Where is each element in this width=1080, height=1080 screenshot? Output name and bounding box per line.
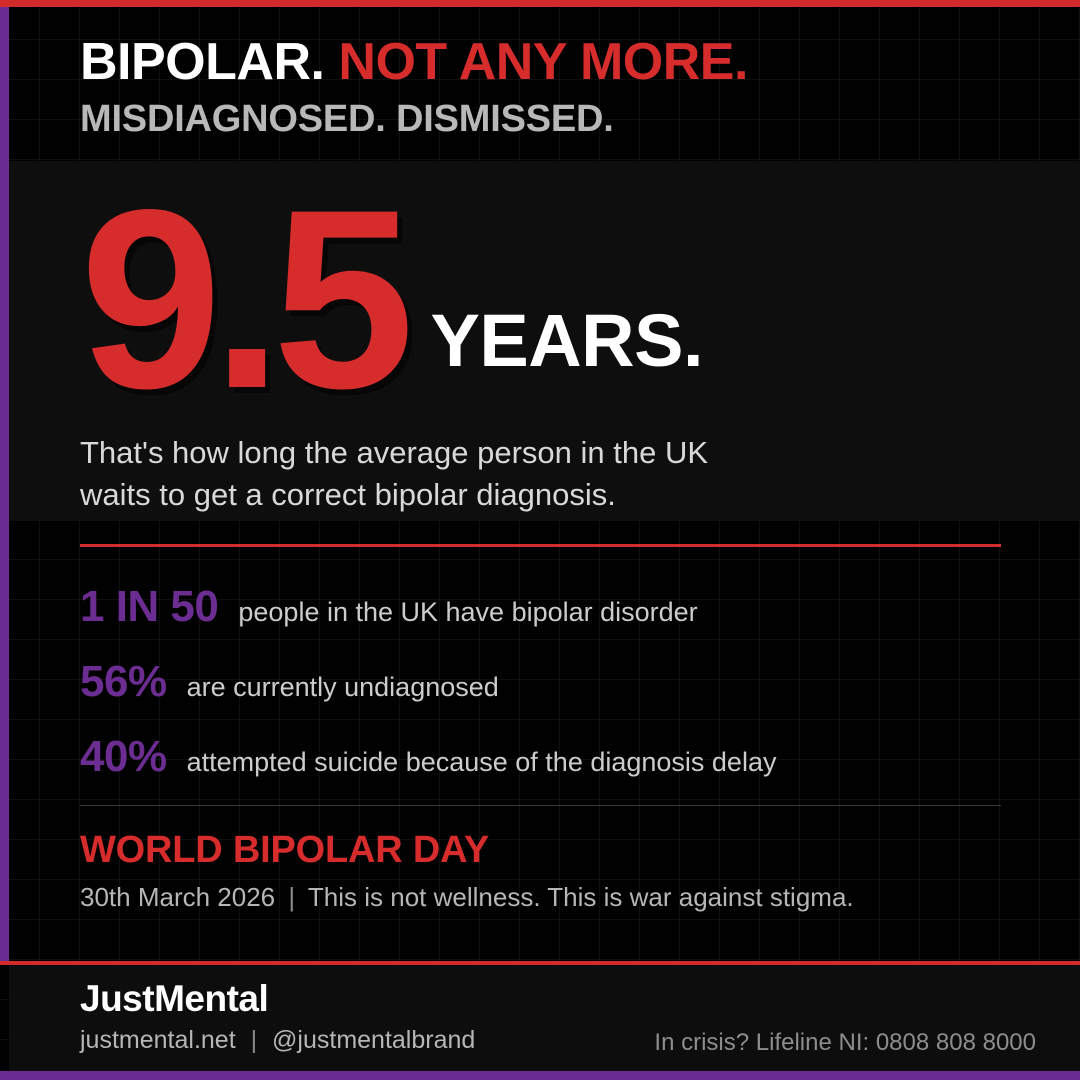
statistic-row: 56% are currently undiagnosed <box>80 657 1040 732</box>
headline-part-bipolar: BIPOLAR. <box>80 33 325 91</box>
headline-primary: BIPOLAR. NOT ANY MORE. <box>80 34 748 90</box>
headline-part-not-any-more: NOT ANY MORE. <box>338 33 748 91</box>
headline-block: BIPOLAR. NOT ANY MORE. MISDIAGNOSED. DIS… <box>80 34 748 144</box>
statistic-key: 40% <box>80 732 167 781</box>
hero-body-line-2: waits to get a correct bipolar diagnosis… <box>80 476 616 512</box>
event-title: WORLD BIPOLAR DAY <box>80 829 489 871</box>
footer-panel <box>9 965 1080 1071</box>
hero-body-copy: That's how long the average person in th… <box>80 432 900 515</box>
grey-divider-rule <box>80 805 1001 806</box>
headline-secondary: MISDIAGNOSED. DISMISSED. <box>80 98 614 141</box>
statistic-row: 40% attempted suicide because of the dia… <box>80 732 1040 807</box>
statistic-description: people in the UK have bipolar disorder <box>238 597 698 627</box>
footer-accent-rule <box>0 961 1080 965</box>
big-statistic: 9.5 YEARS. <box>80 157 704 442</box>
hero-panel <box>9 161 1080 521</box>
bottom-accent-rail <box>0 1071 1080 1080</box>
statistics-list: 1 IN 50 people in the UK have bipolar di… <box>80 582 1040 807</box>
red-divider-rule <box>80 544 1001 547</box>
event-separator: | <box>288 881 296 912</box>
statistic-row: 1 IN 50 people in the UK have bipolar di… <box>80 582 1040 657</box>
statistic-description: are currently undiagnosed <box>186 672 499 702</box>
event-block: WORLD BIPOLAR DAY 30th March 2026 | This… <box>80 829 854 913</box>
brand-links: justmental.net | @justmentalbrand <box>80 1026 475 1055</box>
big-statistic-unit: YEARS. <box>430 299 704 382</box>
left-accent-rail <box>0 7 9 961</box>
footer-brand-block: JustMental justmental.net | @justmentalb… <box>80 978 475 1055</box>
event-date: 30th March 2026 <box>80 881 276 912</box>
crisis-helpline-text: In crisis? Lifeline NI: 0808 808 8000 <box>654 1029 1036 1056</box>
hero-body-line-1: That's how long the average person in th… <box>80 435 709 470</box>
statistic-key: 56% <box>80 657 167 706</box>
brand-website[interactable]: justmental.net <box>80 1025 236 1054</box>
brand-social-handle[interactable]: @justmentalbrand <box>272 1025 476 1054</box>
event-tagline: This is not wellness. This is war agains… <box>307 881 854 912</box>
top-accent-rule <box>0 0 1080 7</box>
statistic-key: 1 IN 50 <box>80 582 219 631</box>
brand-links-separator: | <box>250 1025 258 1054</box>
event-subtitle: 30th March 2026 | This is not wellness. … <box>80 882 854 913</box>
big-statistic-number: 9.5 <box>80 157 414 442</box>
statistic-description: attempted suicide because of the diagnos… <box>186 747 777 777</box>
brand-name: JustMental <box>80 978 269 1019</box>
